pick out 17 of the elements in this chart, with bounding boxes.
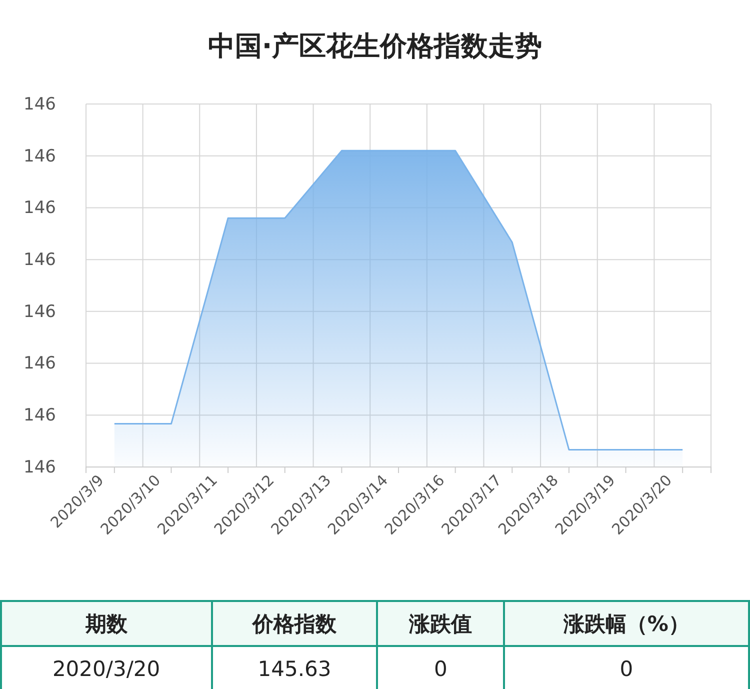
y-tick-label: 146: [24, 94, 56, 114]
y-tick-label: 146: [24, 302, 56, 322]
y-tick-label: 146: [24, 354, 56, 374]
y-tick-label: 146: [24, 146, 56, 166]
y-tick-label: 146: [24, 198, 56, 218]
y-tick-label: 146: [24, 406, 56, 426]
text: 期数: [1, 601, 212, 646]
text: 0: [377, 646, 504, 689]
text: 0: [504, 646, 749, 689]
y-tick-label: 146: [24, 457, 56, 478]
chart-title: 中国·产区花生价格指数走势: [208, 31, 542, 62]
text: 2020/3/20: [1, 646, 212, 689]
text: 145.63: [212, 646, 378, 689]
y-tick-label: 146: [24, 250, 56, 270]
text: 涨跌幅（%）: [504, 601, 749, 646]
text: 价格指数: [212, 601, 378, 646]
text: 涨跌值: [377, 601, 504, 646]
